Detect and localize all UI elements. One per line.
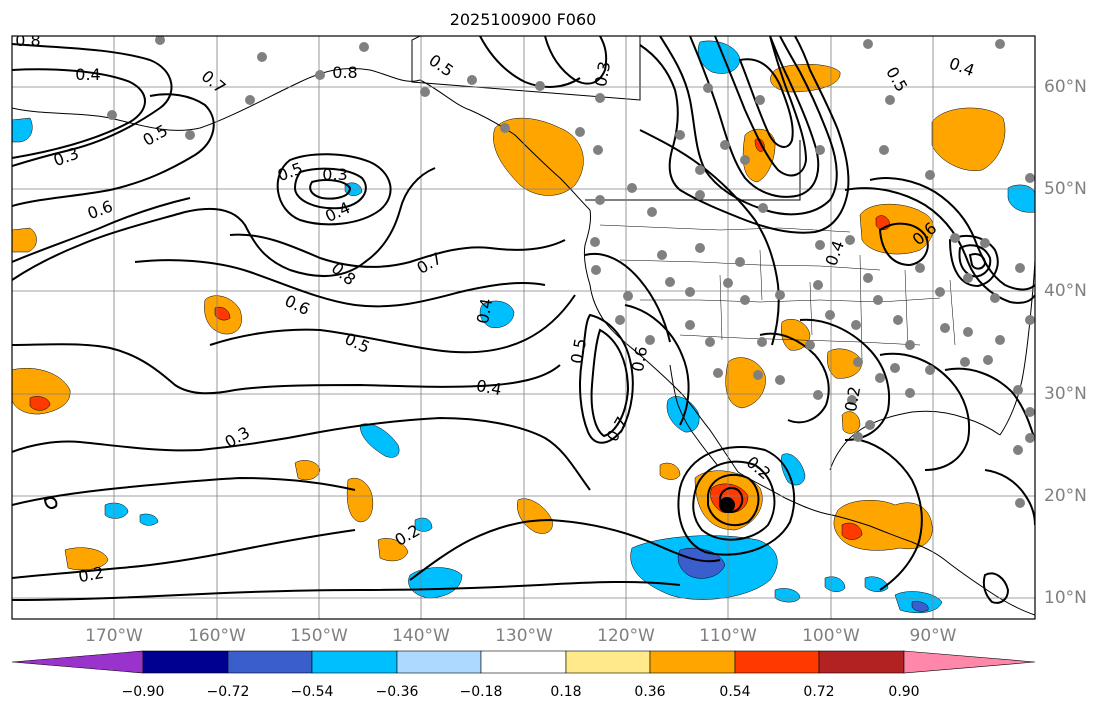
- contour-label: 0.4: [475, 376, 503, 399]
- colorbar-tick-label: −0.90: [121, 684, 165, 700]
- contour-label: 0.4: [75, 65, 100, 84]
- shaded-region-orange: [377, 538, 409, 562]
- shaded-region-orange: [659, 462, 681, 480]
- colorbar-tick-label: −0.72: [206, 684, 250, 700]
- lat-label: 20°N: [1044, 486, 1087, 506]
- colorbar-extend-max: [903, 650, 1036, 674]
- station-dots: [107, 36, 1035, 508]
- colorbar-tick-label: −0.36: [375, 684, 419, 700]
- lat-label: 40°N: [1044, 281, 1087, 301]
- shaded-region-orange: [294, 460, 321, 481]
- contour-label: 0.2: [77, 563, 105, 586]
- colorbar-bin: [565, 650, 651, 674]
- colorbar-tick-label: 0.18: [550, 684, 582, 700]
- colorbar-bin: [142, 650, 229, 674]
- colorbar-tick-label: −0.54: [290, 684, 334, 700]
- lon-label: 160°W: [188, 626, 246, 646]
- shaded-region-blue: [781, 453, 806, 486]
- map-title: 2025100900 F060: [449, 10, 597, 29]
- contour-label: 0.6: [628, 345, 651, 373]
- map-frame: [11, 35, 1036, 620]
- contour-lines: [12, 36, 1035, 604]
- shaded-region-blue: [12, 117, 33, 143]
- colorbar-bin: [227, 650, 313, 674]
- lat-label: 60°N: [1044, 77, 1087, 97]
- lon-label: 170°W: [85, 626, 143, 646]
- lat-label: 10°N: [1044, 588, 1087, 608]
- lon-label: 140°W: [392, 626, 450, 646]
- lon-label: 100°W: [802, 626, 860, 646]
- shaded-region-red: [29, 396, 51, 411]
- shaded-region-blue: [824, 576, 846, 592]
- storm-center-marker: [719, 497, 735, 513]
- shaded-region-orange: [12, 227, 37, 253]
- contour-label: 0.2: [841, 385, 864, 413]
- colorbar-bin: [480, 650, 567, 674]
- contour-label: 0.8: [332, 63, 357, 82]
- lon-label: 110°W: [699, 626, 757, 646]
- colorbar-tick-label: 0.72: [803, 684, 835, 700]
- lat-label: 50°N: [1044, 179, 1087, 199]
- shaded-region-orange: [493, 117, 584, 196]
- shaded-region-darkblue: [677, 547, 726, 579]
- lon-label: 120°W: [597, 626, 655, 646]
- colorbar-tick-label: −0.18: [459, 684, 503, 700]
- lon-label: 130°W: [495, 626, 553, 646]
- contour-label: 0.5: [567, 337, 590, 365]
- lon-label: 150°W: [290, 626, 348, 646]
- colorbar-tick-label: 0.36: [634, 684, 666, 700]
- shaded-region-orange: [827, 348, 863, 379]
- shaded-region-orange: [517, 498, 553, 534]
- shaded-region-orange: [781, 319, 811, 351]
- shaded-region-orange: [725, 357, 766, 409]
- colorbar-bin: [396, 650, 482, 674]
- shaded-region-orange: [931, 107, 1006, 171]
- contour-label: 0.4: [473, 297, 496, 325]
- lon-label: 90°W: [909, 626, 957, 646]
- shaded-region-orange: [841, 411, 861, 434]
- colorbar-bin: [734, 650, 820, 674]
- shaded-region-darkblue: [911, 601, 929, 612]
- shaded-region-orange: [64, 547, 109, 571]
- colorbar-tick-label: 0.90: [888, 684, 920, 700]
- shaded-region-blue: [139, 513, 159, 526]
- shaded-region-blue: [104, 502, 129, 519]
- shaded-region-orange: [742, 128, 776, 183]
- shaded-region-blue: [479, 300, 515, 328]
- colorbar-bin: [818, 650, 905, 674]
- shaded-region-red: [841, 522, 863, 540]
- contour-label: 0.3: [322, 165, 347, 184]
- lat-label: 30°N: [1044, 384, 1087, 404]
- shaded-region-blue: [1007, 184, 1035, 213]
- contour-label: 0.8: [15, 31, 40, 50]
- shaded-region-blue: [359, 423, 400, 458]
- contour-label: 0.3: [591, 60, 614, 88]
- colorbar-tick-label: 0.54: [719, 684, 751, 700]
- colorbar-extend-min: [11, 650, 144, 674]
- colorbar: [11, 650, 1036, 674]
- shaded-region-orange: [12, 367, 71, 415]
- shaded-region-blue: [414, 517, 433, 532]
- colorbar-bin: [311, 650, 398, 674]
- colorbar-bin: [649, 650, 736, 674]
